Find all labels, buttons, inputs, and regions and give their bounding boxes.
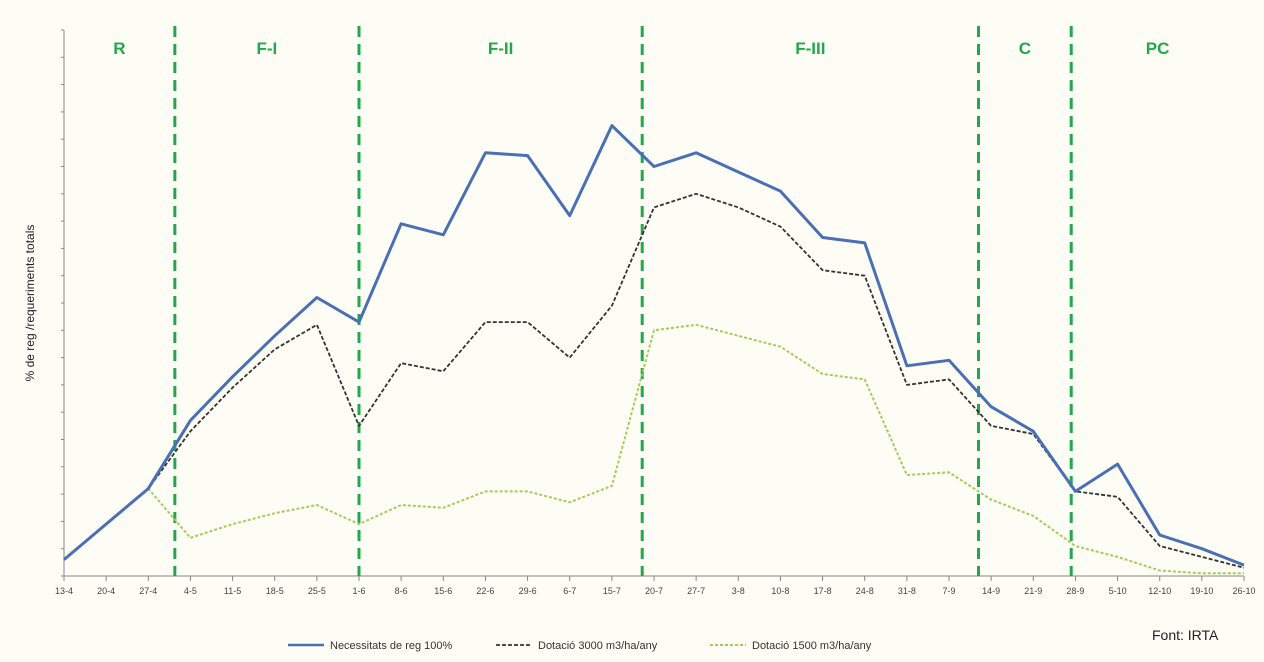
series-line-2: [63, 192, 1245, 569]
phase-label: F-II: [488, 39, 514, 58]
phase-label: C: [1019, 39, 1031, 58]
phase-label: F-I: [257, 39, 278, 58]
series-line-1: [63, 124, 1245, 567]
phase-label: PC: [1146, 39, 1170, 58]
x-tick-label: 31-8: [898, 586, 916, 596]
phase-label: R: [113, 39, 125, 58]
x-tick-label: 17-8: [814, 586, 832, 596]
series-line-3: [63, 323, 1244, 575]
x-tick-label: 27-4: [139, 586, 157, 596]
x-tick-label: 27-7: [687, 586, 705, 596]
x-tick-label: 25-5: [308, 586, 326, 596]
x-tick-label: 29-6: [519, 586, 537, 596]
x-tick-label: 21-9: [1024, 586, 1042, 596]
x-tick-label: 7-9: [942, 586, 955, 596]
x-tick-label: 20-7: [645, 586, 663, 596]
x-tick-label: 20-4: [97, 586, 115, 596]
x-tick-label: 15-7: [603, 586, 621, 596]
x-tick-label: 28-9: [1066, 586, 1084, 596]
x-tick-label: 8-6: [395, 586, 408, 596]
x-tick-label: 5-10: [1109, 586, 1127, 596]
phase-label: F-III: [795, 39, 825, 58]
x-tick-label: 6-7: [563, 586, 576, 596]
y-axis-title: % de reg /requeriments totals: [23, 225, 37, 382]
legend-label: Dotació 3000 m3/ha/any: [538, 640, 658, 652]
x-tick-label: 22-6: [476, 586, 494, 596]
x-tick-label: 1-6: [352, 586, 365, 596]
x-tick-label: 11-5: [224, 586, 241, 596]
legend-label: Dotació 1500 m3/ha/any: [752, 640, 872, 652]
x-tick-label: 3-8: [732, 586, 745, 596]
x-tick-label: 15-6: [434, 586, 452, 596]
legend-label: Necessitats de reg 100%: [330, 640, 453, 652]
x-tick-label: 12-10: [1148, 586, 1171, 596]
x-tick-label: 24-8: [856, 586, 874, 596]
x-tick-label: 10-8: [771, 586, 789, 596]
x-tick-label: 4-5: [184, 586, 197, 596]
x-tick-label: 19-10: [1190, 586, 1213, 596]
x-tick-label: 13-4: [55, 586, 73, 596]
x-tick-label: 18-5: [266, 586, 284, 596]
source-note: Font: IRTA: [1152, 627, 1219, 643]
x-tick-label: 14-9: [982, 586, 1000, 596]
x-tick-label: 26-10: [1232, 586, 1255, 596]
